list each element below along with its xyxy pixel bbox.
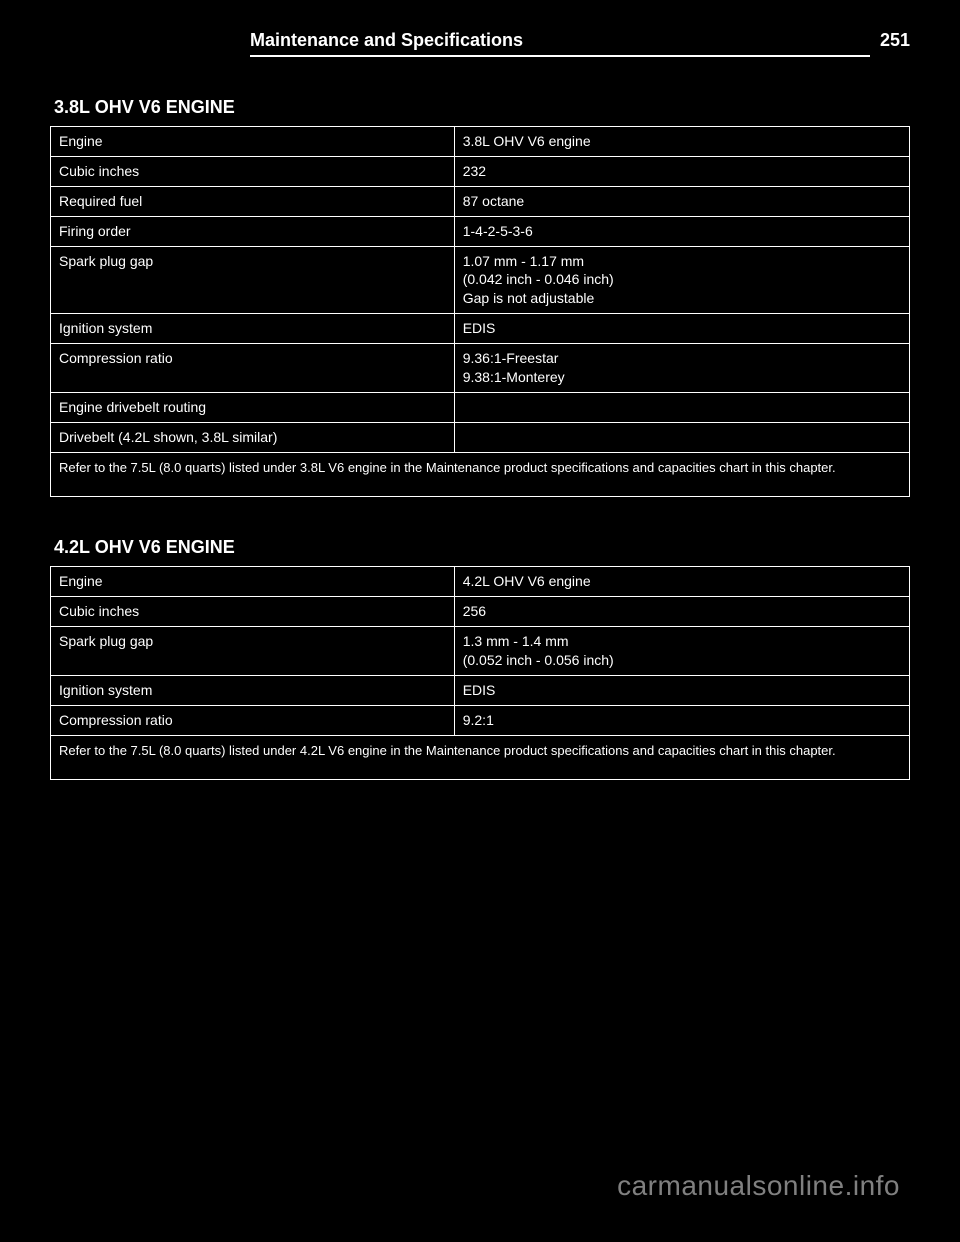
page-header: Maintenance and Specifications 251	[50, 30, 910, 57]
table-row: Firing order 1-4-2-5-3-6	[51, 216, 910, 246]
table-row-footnote: Refer to the 7.5L (8.0 quarts) listed un…	[51, 735, 910, 780]
spec-value: 1.07 mm - 1.17 mm (0.042 inch - 0.046 in…	[454, 246, 909, 314]
table-row: Cubic inches 256	[51, 597, 910, 627]
spec-label: Engine drivebelt routing	[51, 392, 455, 422]
watermark: carmanualsonline.info	[617, 1170, 900, 1202]
engine-38-table: Engine 3.8L OHV V6 engine Cubic inches 2…	[50, 126, 910, 497]
table-row: Spark plug gap 1.3 mm - 1.4 mm (0.052 in…	[51, 627, 910, 676]
footnote: Refer to the 7.5L (8.0 quarts) listed un…	[51, 735, 910, 780]
spec-label: Firing order	[51, 216, 455, 246]
spec-label: Compression ratio	[51, 705, 455, 735]
drivebelt-image-cell	[454, 422, 909, 452]
spec-value: 3.8L OHV V6 engine	[454, 127, 909, 157]
table-row: Compression ratio 9.2:1	[51, 705, 910, 735]
spec-label: Cubic inches	[51, 156, 455, 186]
spec-label: Engine	[51, 567, 455, 597]
page-title: Maintenance and Specifications	[250, 30, 870, 57]
spec-label: Compression ratio	[51, 344, 455, 393]
spec-value: 232	[454, 156, 909, 186]
spec-value: 1-4-2-5-3-6	[454, 216, 909, 246]
spec-value: 9.36:1-Freestar 9.38:1-Monterey	[454, 344, 909, 393]
table-row: Compression ratio 9.36:1-Freestar 9.38:1…	[51, 344, 910, 393]
spec-label: Spark plug gap	[51, 627, 455, 676]
spec-label: Ignition system	[51, 675, 455, 705]
spec-label: Required fuel	[51, 186, 455, 216]
spec-value: 9.2:1	[454, 705, 909, 735]
footnote: Refer to the 7.5L (8.0 quarts) listed un…	[51, 452, 910, 497]
spec-value	[454, 392, 909, 422]
spec-value: 256	[454, 597, 909, 627]
table-row: Engine 4.2L OHV V6 engine	[51, 567, 910, 597]
spec-value: 87 octane	[454, 186, 909, 216]
spec-label: Ignition system	[51, 314, 455, 344]
table-row: Ignition system EDIS	[51, 314, 910, 344]
table-row-footnote: Refer to the 7.5L (8.0 quarts) listed un…	[51, 452, 910, 497]
spec-label: Cubic inches	[51, 597, 455, 627]
table-row: Required fuel 87 octane	[51, 186, 910, 216]
section-title-engine-42: 4.2L OHV V6 ENGINE	[54, 537, 910, 558]
engine-42-table: Engine 4.2L OHV V6 engine Cubic inches 2…	[50, 566, 910, 780]
table-row: Cubic inches 232	[51, 156, 910, 186]
spec-value: EDIS	[454, 675, 909, 705]
spec-label: Spark plug gap	[51, 246, 455, 314]
page-number: 251	[880, 30, 910, 51]
spec-value: 1.3 mm - 1.4 mm (0.052 inch - 0.056 inch…	[454, 627, 909, 676]
drivebelt-label: Drivebelt (4.2L shown, 3.8L similar)	[51, 422, 455, 452]
spec-value: EDIS	[454, 314, 909, 344]
table-row: Engine 3.8L OHV V6 engine	[51, 127, 910, 157]
spec-value: 4.2L OHV V6 engine	[454, 567, 909, 597]
spec-label: Engine	[51, 127, 455, 157]
table-row: Ignition system EDIS	[51, 675, 910, 705]
table-row: Drivebelt (4.2L shown, 3.8L similar)	[51, 422, 910, 452]
section-title-engine-38: 3.8L OHV V6 ENGINE	[54, 97, 910, 118]
table-row: Spark plug gap 1.07 mm - 1.17 mm (0.042 …	[51, 246, 910, 314]
table-row: Engine drivebelt routing	[51, 392, 910, 422]
